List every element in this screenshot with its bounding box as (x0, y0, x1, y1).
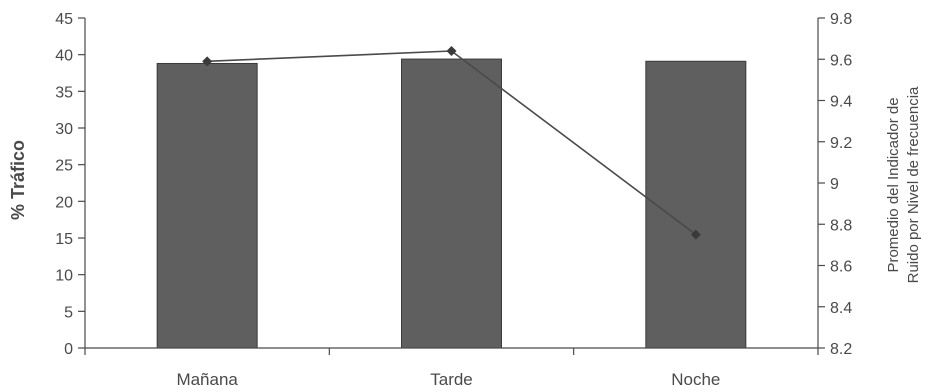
right-tick-label: 9.2 (830, 135, 852, 152)
bar-3 (645, 60, 747, 349)
line-point-1 (202, 56, 213, 67)
right-axis-title-line-1: Promedio del Indicador de (885, 97, 902, 272)
bar-2 (401, 58, 502, 349)
left-tick-label: 5 (64, 304, 73, 321)
axes-layer: 0 5 10 15 20 25 30 35 40 45 8.2 8.4 8.6 8.8 9 9.2 9.4 9.6… (55, 11, 852, 389)
line-point-3 (690, 229, 701, 240)
left-tick-label: 40 (55, 48, 73, 65)
right-tick-label: 9.4 (830, 94, 852, 111)
left-tick-label: 25 (55, 158, 73, 175)
right-tick-label: 8.8 (830, 217, 852, 234)
right-axis-title-line-2: Ruido por Nivel de frecuencia (905, 86, 922, 283)
x-category-label: Tarde (430, 370, 473, 389)
x-category-label: Noche (671, 370, 720, 389)
bar-1 (156, 62, 258, 349)
left-tick-label: 20 (55, 194, 73, 211)
left-tick-label: 35 (55, 84, 73, 101)
right-tick-label: 8.6 (830, 259, 852, 276)
bars-layer (156, 58, 747, 349)
right-tick-label: 9.6 (830, 52, 852, 69)
line-layer (202, 46, 701, 240)
right-axis-title: Promedio del Indicador de Ruido por Nive… (885, 86, 922, 283)
right-tick-label: 9.8 (830, 11, 852, 28)
left-tick-label: 10 (55, 268, 73, 285)
left-axis-title: % Tráfico (8, 140, 28, 220)
left-tick-label: 0 (64, 341, 73, 358)
x-category-label: Mañana (176, 370, 238, 389)
line-point-2 (446, 46, 457, 56)
left-tick-label: 45 (55, 11, 73, 28)
right-tick-label: 8.4 (830, 300, 852, 317)
right-tick-label: 8.2 (830, 341, 852, 358)
right-tick-label: 9 (830, 176, 839, 193)
left-tick-label: 30 (55, 121, 73, 138)
left-tick-label: 15 (55, 231, 73, 248)
